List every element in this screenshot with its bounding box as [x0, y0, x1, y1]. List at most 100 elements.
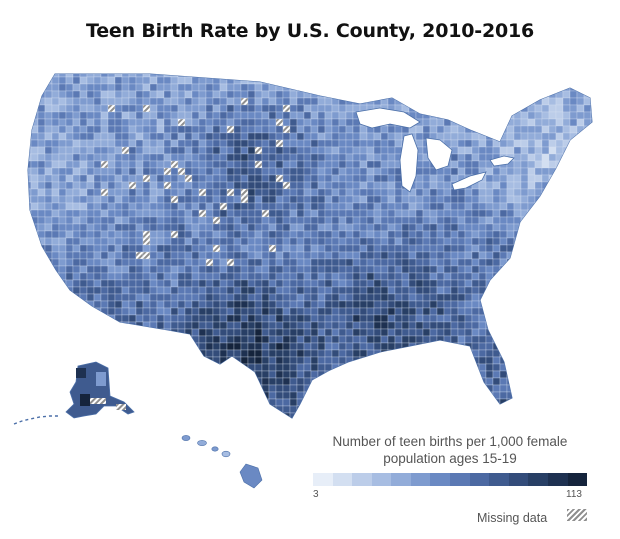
county	[310, 272, 319, 281]
county	[534, 251, 543, 260]
county	[317, 74, 326, 78]
county	[65, 321, 74, 330]
county	[30, 356, 39, 365]
county	[576, 174, 585, 183]
county	[324, 174, 333, 183]
county	[226, 237, 235, 246]
county	[457, 377, 466, 386]
county	[555, 76, 564, 85]
county	[513, 314, 522, 323]
county	[310, 307, 319, 316]
county-missing	[261, 209, 270, 218]
county	[233, 405, 242, 414]
county	[464, 349, 473, 358]
county	[506, 83, 515, 92]
county	[170, 132, 179, 141]
county	[345, 160, 354, 169]
county	[499, 90, 508, 99]
county	[555, 216, 564, 225]
county	[541, 342, 550, 351]
county	[170, 118, 179, 127]
county	[324, 321, 333, 330]
county	[170, 251, 179, 260]
county	[177, 195, 186, 204]
county	[317, 293, 326, 302]
county	[100, 90, 109, 99]
county	[247, 76, 256, 85]
county	[163, 279, 172, 288]
county	[548, 384, 557, 393]
county	[205, 265, 214, 274]
county	[527, 405, 536, 414]
county	[422, 412, 431, 418]
county	[177, 293, 186, 302]
county	[478, 160, 487, 169]
county	[100, 356, 109, 365]
county	[422, 125, 431, 134]
county	[114, 216, 123, 225]
county	[513, 125, 522, 134]
county	[478, 230, 487, 239]
county	[534, 146, 543, 155]
county	[303, 181, 312, 190]
county	[450, 237, 459, 246]
county	[415, 377, 424, 386]
county	[583, 209, 592, 218]
county	[366, 209, 375, 218]
county	[415, 237, 424, 246]
county	[555, 279, 564, 288]
county	[191, 83, 200, 92]
county	[219, 244, 228, 253]
county	[296, 74, 305, 78]
county	[485, 223, 494, 232]
county	[471, 321, 480, 330]
county	[282, 307, 291, 316]
county	[100, 272, 109, 281]
county	[275, 244, 284, 253]
county	[492, 223, 501, 232]
county	[485, 90, 494, 99]
county	[387, 384, 396, 393]
county	[128, 76, 137, 85]
county	[107, 349, 116, 358]
county	[191, 111, 200, 120]
county	[198, 237, 207, 246]
county	[401, 216, 410, 225]
county	[527, 188, 536, 197]
county	[471, 132, 480, 141]
county	[198, 391, 207, 400]
county	[282, 97, 291, 106]
county	[240, 321, 249, 330]
county	[282, 328, 291, 337]
county	[324, 146, 333, 155]
county	[58, 300, 67, 309]
county	[443, 384, 452, 393]
county	[415, 314, 424, 323]
county	[506, 132, 515, 141]
county	[443, 125, 452, 134]
county	[506, 237, 515, 246]
county	[590, 342, 592, 351]
county	[212, 167, 221, 176]
county	[471, 384, 480, 393]
county	[58, 104, 67, 113]
county	[219, 216, 228, 225]
county	[114, 188, 123, 197]
county	[247, 244, 256, 253]
county	[352, 237, 361, 246]
county	[247, 104, 256, 113]
county	[513, 174, 522, 183]
county	[520, 74, 529, 78]
county	[254, 258, 263, 267]
county	[254, 83, 263, 92]
county	[149, 412, 158, 418]
county	[135, 356, 144, 365]
county	[128, 314, 137, 323]
county	[156, 244, 165, 253]
county	[289, 223, 298, 232]
county	[30, 342, 39, 351]
county	[107, 230, 116, 239]
county	[520, 363, 529, 372]
county	[583, 398, 592, 407]
county	[555, 342, 564, 351]
